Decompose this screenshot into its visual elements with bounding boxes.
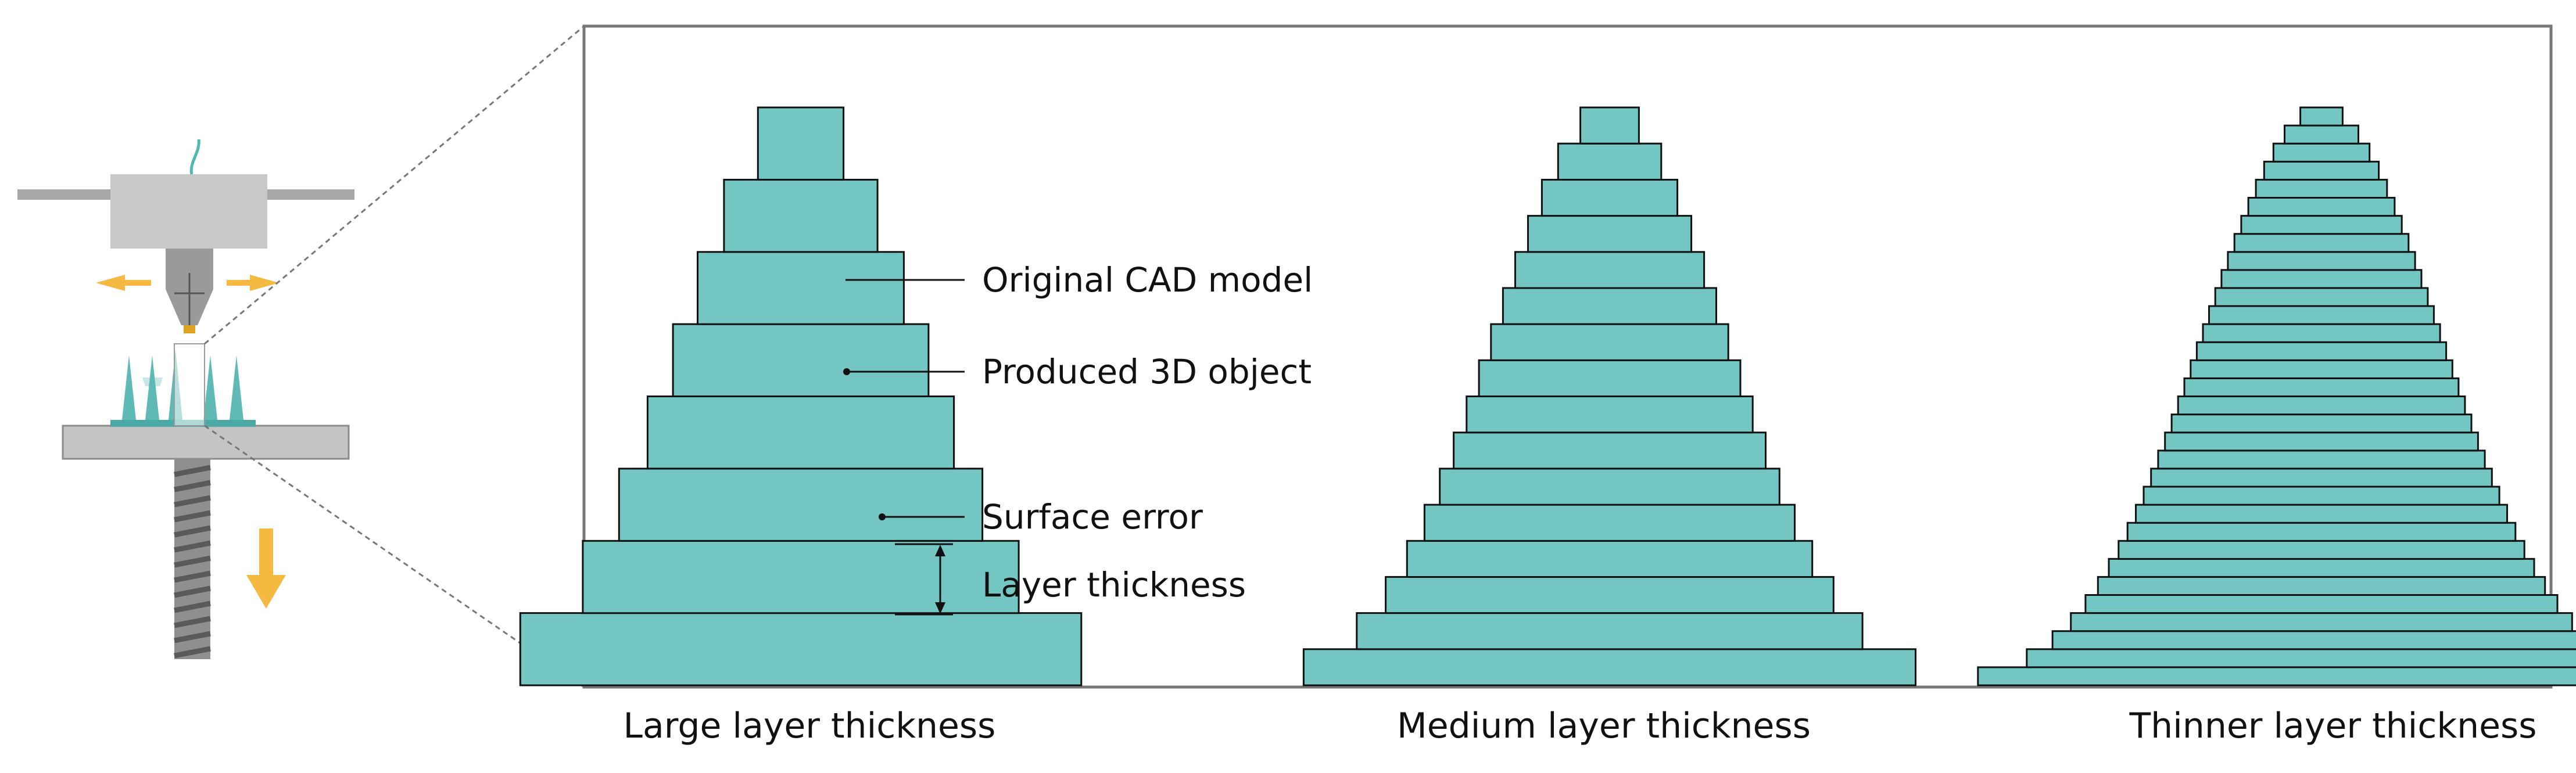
- layer-slab: [2177, 396, 2466, 416]
- layer-slab: [1439, 468, 1780, 506]
- layer-slab: [2214, 287, 2429, 307]
- filament-line: [189, 139, 200, 175]
- screw-threads: [174, 465, 211, 659]
- layer-slab: [697, 251, 905, 325]
- panel-2: [1302, 106, 1916, 686]
- layer-slab: [2150, 468, 2493, 488]
- dimension-arrow-up: [935, 545, 945, 556]
- horizontal-arrows-icon: [96, 275, 279, 291]
- layer-slab: [2240, 215, 2403, 235]
- layer-slab: [757, 106, 845, 181]
- leader-produced-dot: [843, 368, 850, 375]
- layer-slab: [2190, 359, 2453, 379]
- layer-slab: [2026, 648, 2576, 668]
- layer-slab: [1977, 666, 2576, 686]
- label-layer-thickness: Layer thickness: [982, 565, 1246, 605]
- layer-slab: [582, 540, 1020, 614]
- dimension-arrow-down: [935, 602, 945, 614]
- print-head-body: [110, 174, 267, 249]
- layer-slab: [1527, 215, 1693, 253]
- down-arrow-icon: [246, 528, 286, 609]
- label-produced-3d-object: Produced 3D object: [982, 352, 1312, 391]
- screw-thread: [174, 631, 211, 643]
- build-plate: [62, 425, 350, 460]
- screw-thread: [174, 616, 211, 628]
- layer-slab: [646, 396, 955, 470]
- layer-slab: [519, 612, 1083, 686]
- layer-slab: [1514, 251, 1706, 289]
- layer-slab: [1302, 648, 1916, 686]
- label-surface-error: Surface error: [982, 497, 1203, 537]
- panels-layer: [519, 106, 2576, 686]
- screw-thread: [174, 540, 211, 553]
- 3d-printer-icon: [17, 139, 354, 659]
- layer-slab: [2208, 305, 2435, 325]
- screw-thread: [174, 570, 211, 583]
- layer-slab: [2051, 630, 2576, 650]
- zoom-frame: [582, 24, 2553, 689]
- layer-slab: [2227, 251, 2416, 271]
- screw-thread: [174, 601, 211, 613]
- panel-3: [1977, 106, 2576, 686]
- layer-slab: [1502, 287, 1717, 325]
- layer-slab: [2263, 160, 2380, 181]
- screw-thread: [174, 555, 211, 568]
- layer-slab: [1490, 323, 1729, 361]
- annotations: Original CAD model Produced 3D object Su…: [843, 260, 1313, 616]
- layer-slab: [2202, 323, 2441, 343]
- layer-slab: [2126, 522, 2517, 542]
- layer-slab: [618, 468, 984, 542]
- layer-slab: [2255, 178, 2388, 199]
- layer-slab: [2170, 414, 2473, 434]
- layer-slab: [1385, 576, 1835, 614]
- layer-slab: [2157, 450, 2486, 470]
- panel-1: [519, 106, 1083, 686]
- layer-slab: [2220, 269, 2423, 289]
- layer-slab: [2183, 377, 2460, 398]
- layer-slab: [1579, 106, 1640, 145]
- caption-thinner-layer-thickness: Thinner layer thickness: [2129, 706, 2536, 746]
- layer-slab: [1453, 432, 1767, 470]
- layer-slab: [2118, 540, 2525, 560]
- screw-thread: [174, 525, 211, 538]
- label-original-cad-model: Original CAD model: [982, 260, 1313, 300]
- layer-slab: [2143, 486, 2500, 506]
- zoom-line-top: [204, 25, 585, 345]
- screw-thread: [174, 510, 211, 523]
- layer-slab: [2164, 432, 2479, 452]
- screw-thread: [174, 465, 211, 477]
- caption-large-layer-thickness: Large layer thickness: [624, 706, 996, 746]
- layer-slab: [2233, 233, 2410, 253]
- layer-slab: [2084, 594, 2559, 614]
- layer-slab: [1557, 142, 1663, 181]
- layer-slab: [2108, 558, 2535, 578]
- layer-slab: [1356, 612, 1864, 650]
- layer-slab: [2284, 124, 2359, 145]
- zoom-selection-box: [174, 343, 205, 426]
- layer-slab: [1423, 504, 1796, 542]
- layer-slab: [2195, 341, 2448, 361]
- layer-slab: [1406, 540, 1814, 578]
- layer-slab: [1466, 396, 1754, 434]
- layer-slab: [2247, 197, 2396, 217]
- layer-slab: [1540, 178, 1679, 217]
- layer-slab: [2135, 504, 2508, 524]
- screw-thread: [174, 480, 211, 492]
- leader-surface-dot: [879, 513, 886, 520]
- caption-medium-layer-thickness: Medium layer thickness: [1397, 706, 1811, 746]
- layer-slab: [723, 178, 879, 253]
- layer-slab: [1478, 359, 1742, 397]
- layer-slab: [2299, 106, 2344, 127]
- layer-slab: [2097, 576, 2546, 596]
- nozzle-tip: [184, 325, 195, 333]
- layer-slab: [2272, 142, 2371, 163]
- screw-thread: [174, 585, 211, 598]
- screw-thread: [174, 646, 211, 659]
- screw-thread: [174, 495, 211, 508]
- layer-slab: [2070, 612, 2573, 632]
- layer-slab: [672, 323, 930, 397]
